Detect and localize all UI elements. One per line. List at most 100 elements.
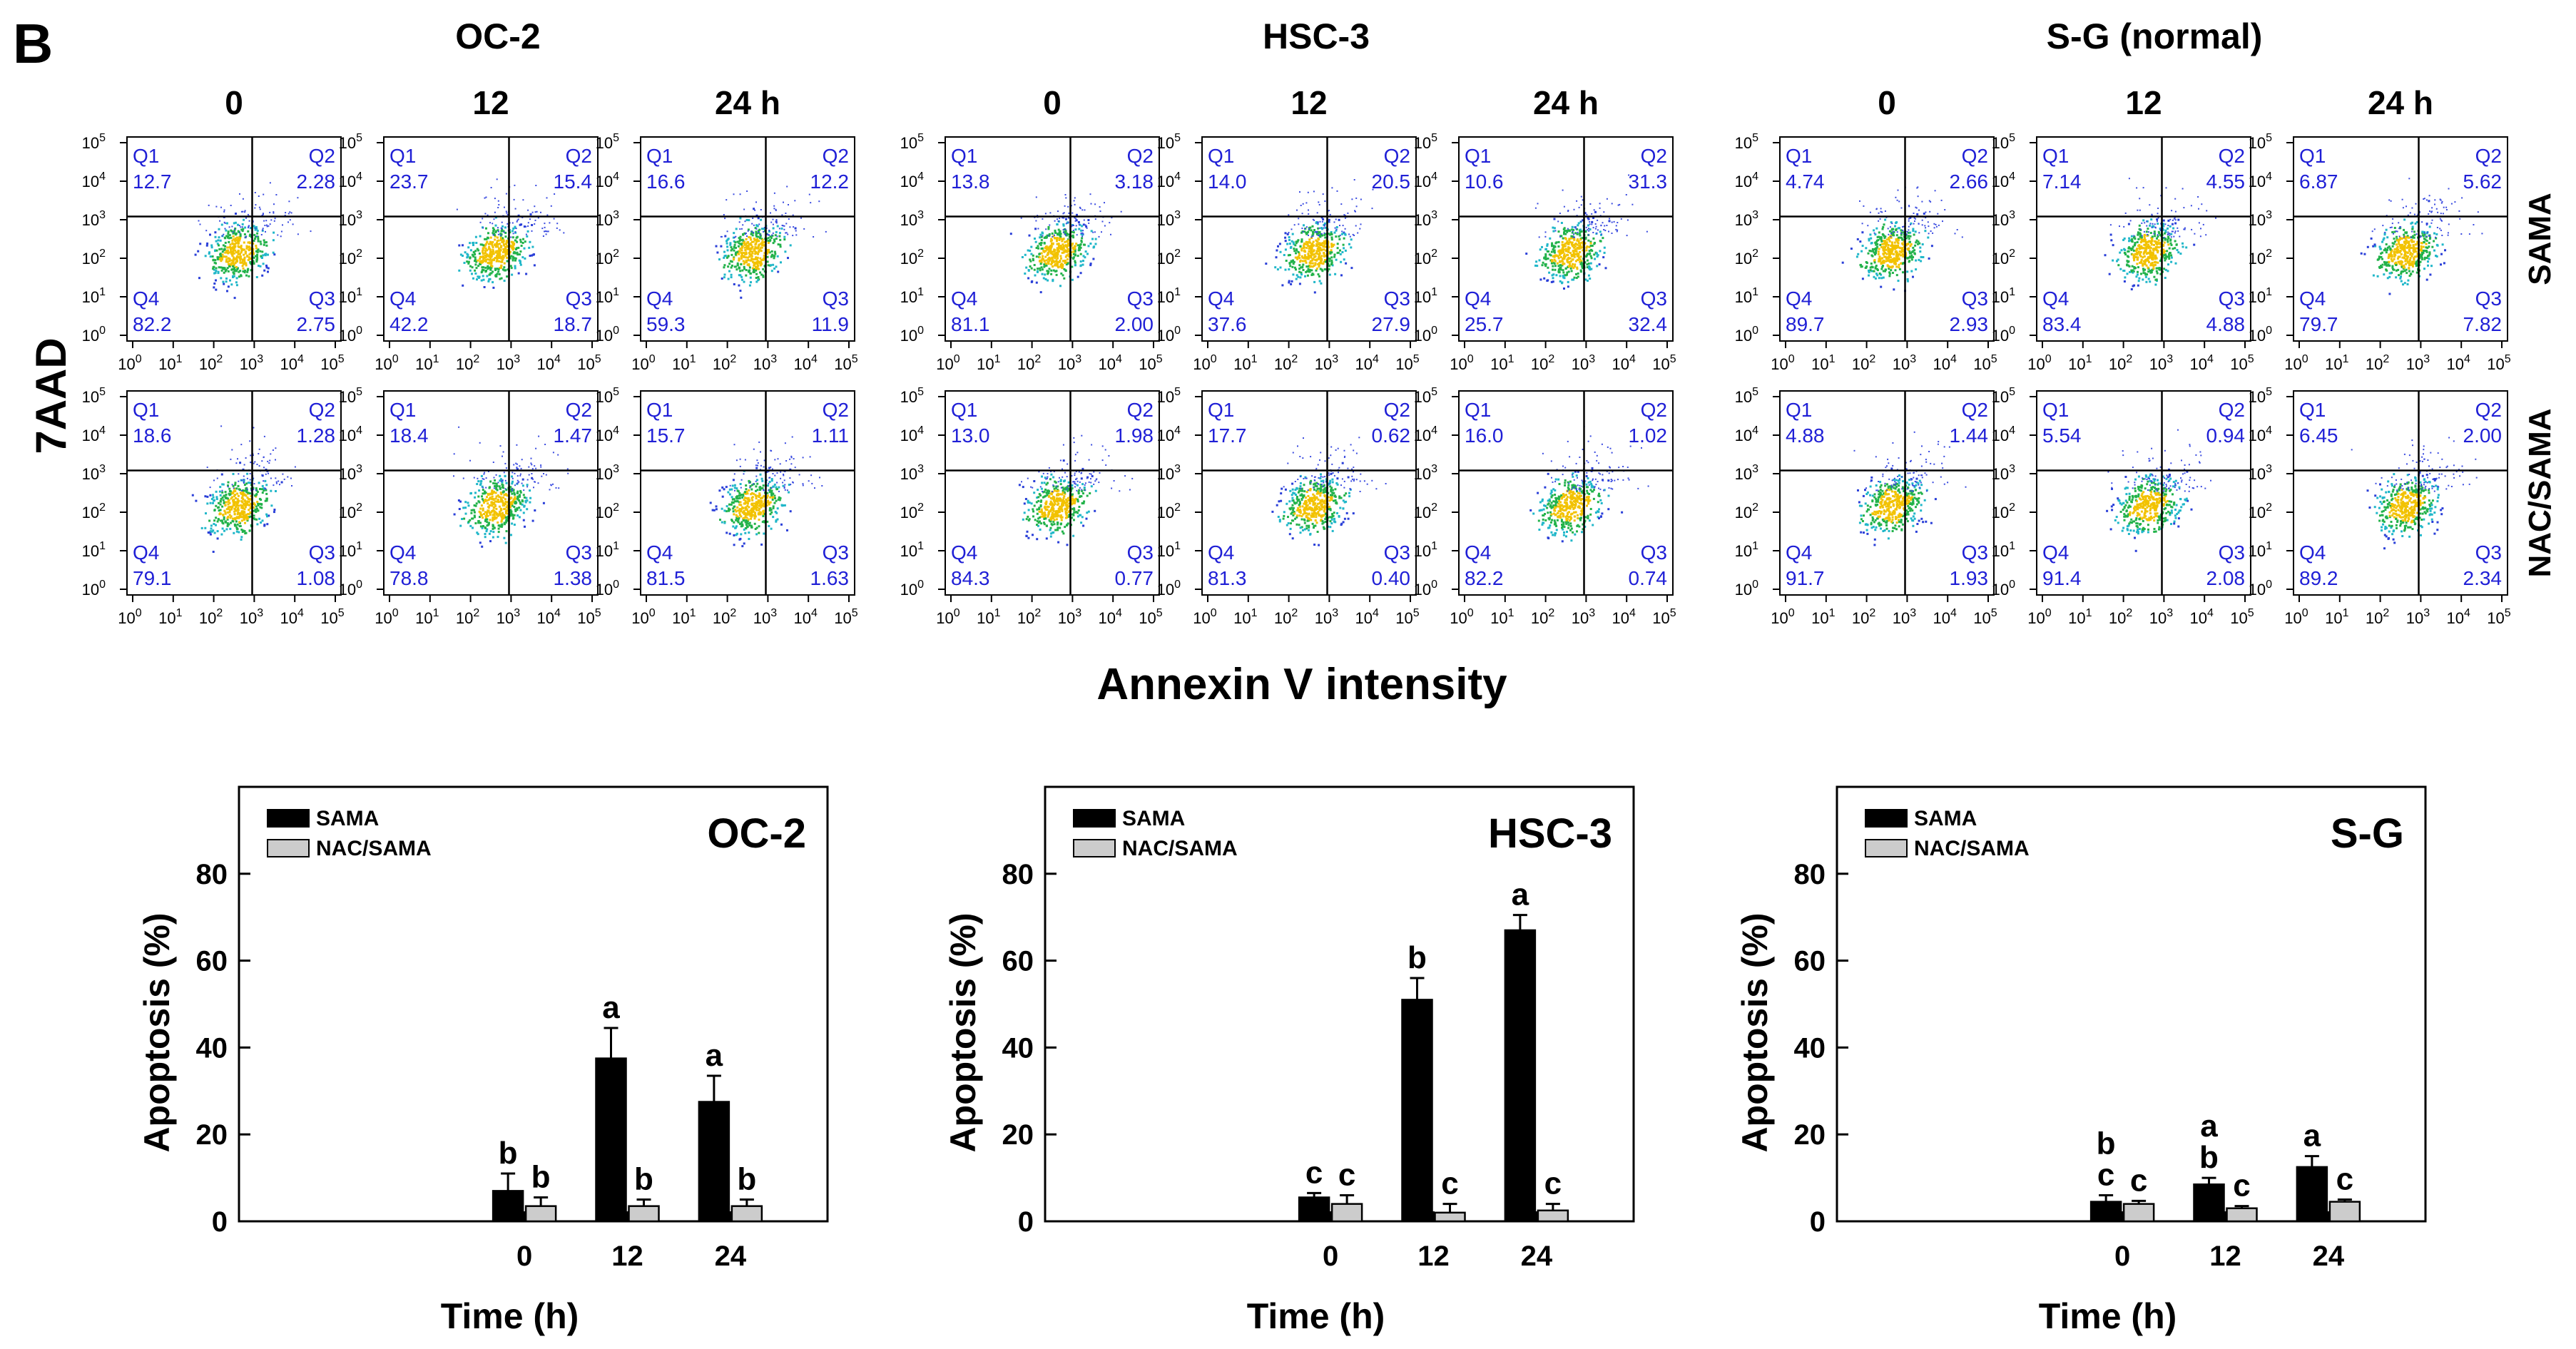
flow-event-dot bbox=[1561, 264, 1564, 267]
flow-event-dot bbox=[803, 228, 805, 230]
flow-event-dot bbox=[1045, 236, 1048, 239]
flow-event-dot bbox=[488, 278, 491, 281]
flow-event-dot bbox=[726, 531, 728, 534]
x-tick-exponent: 1 bbox=[994, 353, 1001, 365]
flow-event-dot bbox=[1111, 217, 1113, 219]
flow-event-dot bbox=[1074, 203, 1076, 205]
flow-event-dot bbox=[514, 225, 516, 228]
flow-event-dot bbox=[1037, 268, 1039, 270]
flow-event-dot bbox=[1090, 230, 1093, 233]
flow-event-dot bbox=[745, 259, 748, 262]
flow-event-dot bbox=[1525, 253, 1528, 255]
flow-event-dot bbox=[253, 509, 255, 512]
flow-event-dot bbox=[234, 482, 237, 484]
flow-event-dot bbox=[504, 206, 505, 208]
flow-event-dot bbox=[206, 495, 209, 498]
flow-event-dot bbox=[1567, 250, 1570, 253]
flow-event-dot bbox=[1330, 263, 1333, 265]
flow-event-dot bbox=[511, 502, 514, 505]
flow-event-dot bbox=[499, 250, 502, 253]
flow-event-dot bbox=[763, 252, 766, 255]
flow-event-dot bbox=[818, 200, 820, 203]
flow-event-dot bbox=[738, 237, 740, 240]
flow-event-dot bbox=[718, 258, 721, 261]
flow-event-dot bbox=[253, 506, 255, 509]
flow-event-dot bbox=[1047, 263, 1050, 265]
flow-event-dot bbox=[243, 475, 245, 477]
x-tick-label: 101 bbox=[672, 353, 696, 373]
flow-event-dot bbox=[473, 511, 476, 514]
flow-event-dot bbox=[1033, 264, 1036, 266]
flow-event-dot bbox=[769, 496, 772, 499]
flow-event-dot bbox=[1566, 240, 1569, 243]
flow-event-dot bbox=[749, 250, 752, 253]
flow-event-dot bbox=[1348, 233, 1350, 235]
flow-event-dot bbox=[748, 521, 751, 524]
flow-event-dot bbox=[1279, 266, 1282, 269]
flow-event-dot bbox=[1626, 219, 1629, 221]
flow-event-dot bbox=[506, 494, 509, 497]
flow-event-dot bbox=[500, 478, 502, 481]
flow-event-dot bbox=[728, 270, 730, 273]
flow-event-dot bbox=[753, 517, 756, 520]
flow-event-dot bbox=[250, 454, 252, 457]
flow-event-dot bbox=[1054, 234, 1055, 236]
flow-event-dot bbox=[1055, 273, 1058, 276]
flow-event-dot bbox=[503, 504, 506, 506]
flow-event-dot bbox=[283, 478, 285, 480]
flow-event-dot bbox=[754, 227, 757, 230]
flow-event-dot bbox=[504, 498, 506, 501]
flow-event-dot bbox=[502, 248, 505, 250]
flow-event-dot bbox=[759, 236, 761, 239]
flow-event-dot bbox=[746, 190, 748, 192]
flow-event-dot bbox=[1568, 238, 1571, 240]
flow-plot: Q112.7Q22.28Q482.2Q32.751001001011011021… bbox=[82, 132, 345, 373]
flow-event-dot bbox=[1314, 255, 1317, 258]
flow-event-dot bbox=[253, 462, 255, 464]
flow-event-dot bbox=[1300, 255, 1303, 258]
x-tick-label: 105 bbox=[834, 607, 857, 627]
flow-event-dot bbox=[487, 280, 490, 282]
flow-event-dot bbox=[1574, 243, 1577, 245]
flow-event-dot bbox=[1324, 259, 1326, 261]
flow-event-dot bbox=[1318, 264, 1320, 267]
quadrant-value-q3: 2.75 bbox=[297, 313, 336, 335]
flow-event-dot bbox=[738, 492, 741, 494]
x-tick-exponent: 5 bbox=[595, 353, 601, 365]
flow-event-dot bbox=[1323, 240, 1325, 243]
flow-event-dot bbox=[231, 268, 234, 270]
flow-event-dot bbox=[1330, 251, 1333, 254]
flow-event-dot bbox=[1577, 272, 1579, 275]
flow-event-dot bbox=[253, 504, 256, 506]
flow-event-dot bbox=[1559, 249, 1562, 252]
flow-event-dot bbox=[1322, 263, 1325, 265]
flow-event-dot bbox=[760, 511, 762, 514]
y-tick-exponent: 3 bbox=[917, 209, 924, 221]
flow-event-dot bbox=[487, 236, 489, 239]
flow-event-dot bbox=[246, 517, 248, 520]
flow-event-dot bbox=[1579, 263, 1582, 265]
flow-event-dot bbox=[487, 232, 489, 235]
flow-event-dot bbox=[475, 502, 478, 505]
flow-event-dot bbox=[1062, 245, 1065, 248]
flow-event-dot bbox=[1336, 190, 1338, 192]
flow-event-dot bbox=[1342, 225, 1344, 227]
flow-event-dot bbox=[721, 495, 724, 498]
flow-event-dot bbox=[516, 475, 519, 477]
flow-event-dot bbox=[1294, 256, 1297, 259]
flow-event-dot bbox=[238, 473, 240, 475]
flow-event-dot bbox=[514, 265, 516, 268]
flow-event-dot bbox=[513, 464, 515, 466]
flow-event-dot bbox=[516, 444, 518, 446]
flow-event-dot bbox=[246, 269, 249, 272]
flow-event-dot bbox=[1315, 239, 1318, 242]
y-tick-label: 103 bbox=[82, 209, 106, 229]
x-tick-exponent: 4 bbox=[811, 607, 818, 619]
flow-event-dot bbox=[747, 497, 750, 499]
flow-event-dot bbox=[289, 219, 291, 221]
flow-event-dot bbox=[1338, 238, 1341, 240]
flow-event-dot bbox=[736, 262, 739, 265]
flow-event-dot bbox=[512, 489, 515, 492]
flow-event-dot bbox=[225, 250, 228, 253]
flow-event-dot bbox=[532, 478, 534, 480]
